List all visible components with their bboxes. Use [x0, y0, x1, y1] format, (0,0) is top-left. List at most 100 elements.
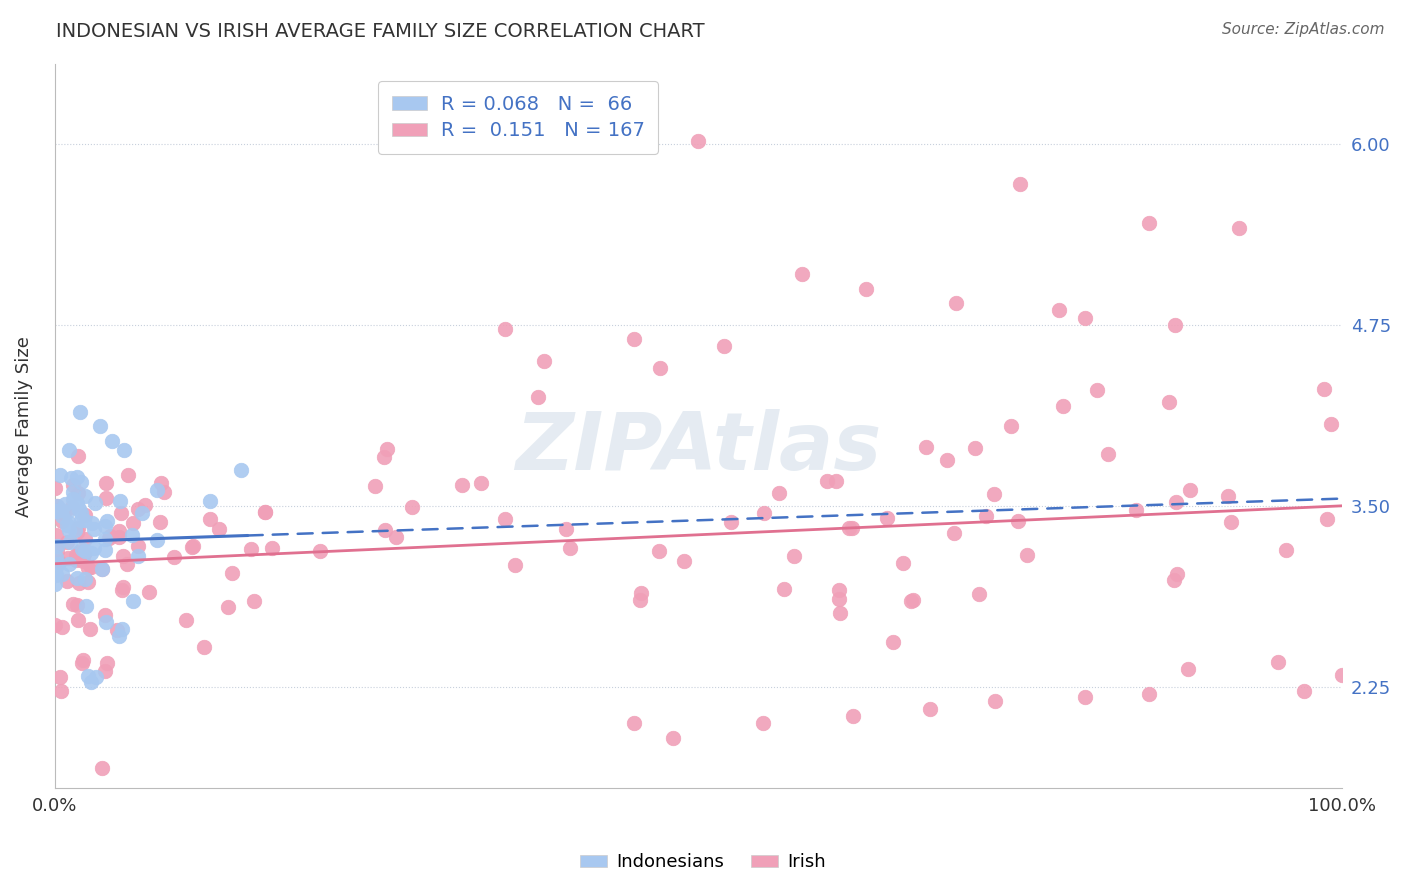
Point	[83, 496, 105, 510]
Point	[70, 656, 93, 670]
Point	[62, 597, 84, 611]
Point	[121, 528, 143, 542]
Point	[149, 475, 172, 490]
Point	[752, 506, 775, 520]
Point	[146, 533, 169, 548]
Point	[790, 267, 813, 281]
Point	[44, 577, 66, 591]
Point	[75, 489, 97, 503]
Point	[58, 516, 80, 530]
Point	[73, 544, 96, 558]
Point	[73, 547, 96, 561]
Point	[105, 623, 128, 637]
Point	[815, 475, 838, 489]
Point	[53, 497, 76, 511]
Point	[76, 575, 98, 590]
Point	[70, 475, 93, 490]
Point	[59, 471, 82, 485]
Point	[1137, 216, 1160, 230]
Point	[84, 670, 107, 684]
Point	[558, 541, 581, 556]
Point	[855, 281, 877, 295]
Point	[58, 557, 80, 571]
Point	[1312, 382, 1334, 396]
Point	[623, 332, 645, 346]
Point	[62, 478, 84, 492]
Point	[69, 405, 91, 419]
Point	[783, 549, 806, 564]
Point	[623, 716, 645, 731]
Point	[533, 354, 555, 368]
Point	[112, 580, 135, 594]
Point	[45, 568, 67, 582]
Point	[70, 513, 93, 527]
Point	[842, 708, 865, 723]
Point	[75, 572, 97, 586]
Point	[901, 593, 924, 607]
Point	[48, 468, 70, 483]
Point	[628, 593, 651, 607]
Point	[66, 485, 89, 500]
Point	[94, 491, 117, 506]
Point	[101, 434, 124, 448]
Point	[208, 522, 231, 536]
Point	[149, 516, 172, 530]
Point	[974, 509, 997, 524]
Point	[56, 574, 79, 589]
Point	[470, 476, 492, 491]
Point	[942, 525, 965, 540]
Point	[630, 586, 652, 600]
Point	[56, 550, 79, 565]
Point	[720, 515, 742, 529]
Point	[67, 575, 90, 590]
Point	[45, 527, 67, 541]
Point	[1125, 503, 1147, 517]
Point	[1267, 655, 1289, 669]
Point	[58, 442, 80, 457]
Point	[94, 476, 117, 491]
Point	[375, 442, 398, 457]
Point	[752, 716, 775, 731]
Point	[48, 555, 70, 569]
Point	[67, 502, 90, 516]
Point	[672, 554, 695, 568]
Point	[1320, 417, 1343, 431]
Point	[1000, 419, 1022, 434]
Point	[1137, 687, 1160, 701]
Point	[51, 684, 73, 698]
Point	[89, 419, 111, 434]
Point	[72, 653, 94, 667]
Point	[1331, 668, 1354, 682]
Point	[65, 523, 87, 537]
Point	[67, 550, 90, 565]
Point	[67, 545, 90, 559]
Point	[936, 452, 959, 467]
Point	[94, 664, 117, 678]
Point	[62, 491, 84, 506]
Point	[44, 481, 66, 495]
Point	[1163, 573, 1185, 587]
Point	[51, 508, 73, 523]
Point	[75, 599, 97, 613]
Point	[138, 585, 160, 599]
Point	[1010, 178, 1032, 192]
Point	[66, 599, 89, 613]
Point	[384, 530, 406, 544]
Point	[66, 496, 89, 510]
Point	[49, 670, 72, 684]
Point	[688, 134, 710, 148]
Point	[828, 583, 851, 598]
Point	[1007, 514, 1029, 528]
Point	[98, 529, 121, 543]
Point	[841, 521, 863, 535]
Point	[46, 500, 69, 514]
Point	[1316, 511, 1339, 525]
Point	[1227, 220, 1250, 235]
Text: INDONESIAN VS IRISH AVERAGE FAMILY SIZE CORRELATION CHART: INDONESIAN VS IRISH AVERAGE FAMILY SIZE …	[56, 22, 704, 41]
Point	[713, 339, 735, 353]
Point	[83, 522, 105, 536]
Point	[115, 558, 138, 572]
Point	[66, 521, 89, 535]
Point	[77, 561, 100, 575]
Point	[882, 635, 904, 649]
